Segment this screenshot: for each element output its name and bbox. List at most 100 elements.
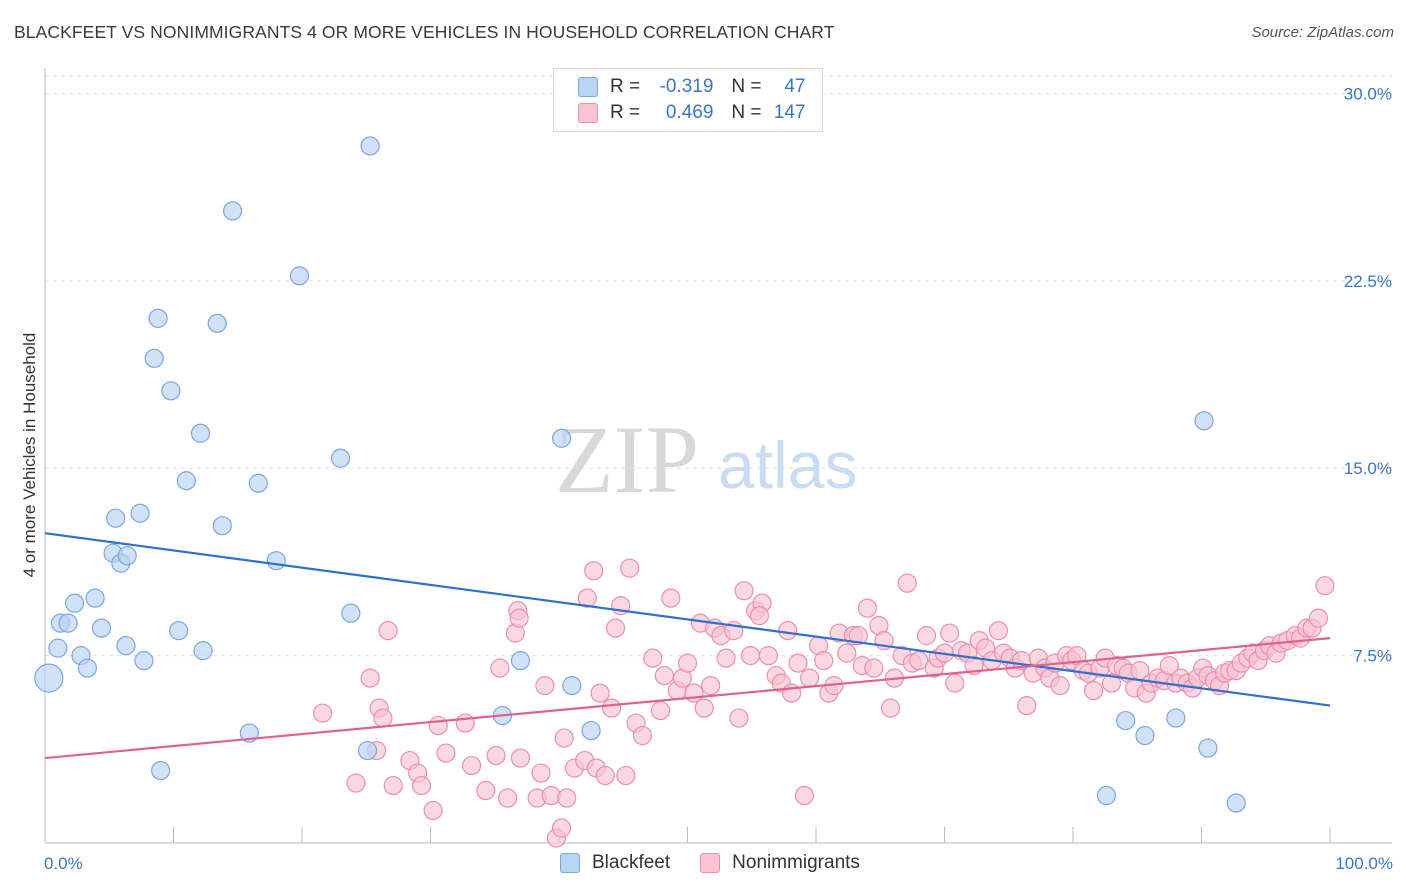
nonimmigrants-point [577,588,597,608]
nonimmigrants-point [729,708,749,728]
nonimmigrants-point [778,621,798,641]
blackfeet-point [1096,785,1117,806]
nonimmigrants-point [476,780,496,801]
nonimmigrants-point [1083,680,1104,701]
nonimmigrants-point [590,683,610,703]
blackfeet-point [91,618,112,638]
blackfeet-point [581,720,601,741]
blackfeet-point [169,621,189,641]
legend-r-value: 0.469 [665,102,714,123]
watermark-zip: ZIP [555,406,699,513]
y-tick-label: 30.0% [1344,84,1392,103]
nonimmigrants-point [620,558,640,578]
nonimmigrants-point [490,658,510,678]
nonimmigrants-point [794,785,815,806]
legend-label-nonimmigrants: Nonimmigrants [732,852,860,873]
blackfeet-point [190,423,211,443]
nonimmigrants-point [880,698,901,718]
nonimmigrants-point [677,653,698,673]
nonimmigrants-point [643,648,663,668]
nonimmigrants-point [360,668,380,688]
nonimmigrants-point [1315,576,1335,596]
nonimmigrants-point [510,748,531,768]
watermark-atlas: atlas [718,428,857,502]
legend-item-nonimmigrants[interactable]: Nonimmigrants [700,852,860,874]
watermark: ZIP atlas [555,406,857,513]
blackfeet-point [212,516,232,536]
blackfeet-point [289,266,310,286]
blackfeet-point [223,201,243,221]
chart-title: BLACKFEET VS NONIMMIGRANTS 4 OR MORE VEH… [14,22,835,42]
nonimmigrants-point [605,618,626,638]
nonimmigrants-point [857,598,878,618]
blackfeet-swatch [560,853,580,873]
blackfeet-point [360,136,380,156]
blackfeet-point [551,428,572,448]
legend-item-blackfeet[interactable]: Blackfeet [560,852,670,874]
blackfeet-point [1194,411,1214,431]
nonimmigrants-point [650,700,671,721]
nonimmigrants-point [378,621,398,641]
gridlines [45,75,1392,657]
blackfeet-point [341,603,361,623]
nonimmigrants-point [909,651,929,671]
nonimmigrants-point [716,648,736,668]
series-legend: Blackfeet Nonimmigrants [560,852,890,874]
nonimmigrants-point [557,788,577,808]
nonimmigrants-point [616,765,636,786]
nonimmigrants-point [346,773,366,793]
nonimmigrants-point [788,653,808,673]
nonimmigrants-point [814,651,834,671]
blackfeet-trend-line [44,532,1331,707]
nonimmigrants-points [312,558,1335,848]
nonimmigrants-point [749,606,770,626]
blackfeet-point [117,546,137,566]
legend-n-value: 47 [784,76,806,97]
blackfeet-point [357,740,378,761]
blackfeet-point [134,651,154,671]
nonimmigrants-point [897,573,917,593]
legend-label-blackfeet: Blackfeet [592,852,671,873]
x-tick-label: 100.0% [1335,854,1393,873]
blackfeet-point [248,473,268,493]
nonimmigrants-point [462,755,482,776]
nonimmigrants-point [848,626,869,646]
nonimmigrants-point [551,818,572,838]
nonimmigrants-point [837,643,857,663]
nonimmigrants-point [864,658,884,678]
legend-r-label: R = [610,102,641,123]
blackfeet-point [161,381,181,401]
nonimmigrants-swatch [578,103,598,123]
nonimmigrants-point [602,698,622,718]
blackfeet-point [1116,710,1136,731]
nonimmigrants-point [455,713,475,733]
nonimmigrants-point [916,626,937,646]
nonimmigrants-point [758,646,779,666]
blackfeet-point [207,313,227,333]
y-tick-label: 22.5% [1344,272,1392,291]
nonimmigrants-point [1017,695,1037,716]
blackfeet-point [116,636,136,656]
nonimmigrants-point [554,728,574,748]
blackfeet-point [562,676,582,696]
legend-row-nonimmigrants: R = 0.469 N = 147 [578,100,806,126]
blackfeet-point [151,760,171,781]
nonimmigrants-point [595,765,615,786]
trend-lines [44,532,1331,760]
x-tick-label: 0.0% [44,854,83,873]
blackfeet-point [148,308,168,328]
tick-labels: 7.5% 15.0% 22.5% 30.0% 0.0% 100.0% [44,84,1393,873]
nonimmigrants-point [383,775,403,796]
nonimmigrants-point [701,676,721,696]
nonimmigrants-point [654,666,674,686]
legend-r-label: R = [610,76,641,97]
legend-row-blackfeet: R = -0.319 N = 47 [578,74,806,100]
nonimmigrants-point [436,743,456,763]
nonimmigrants-point [312,703,333,723]
nonimmigrants-point [1159,656,1179,676]
nonimmigrants-point [661,588,681,608]
blackfeet-point [64,593,85,613]
blackfeet-point [176,471,196,491]
nonimmigrants-point [411,775,432,796]
legend-n-label: N = [731,76,762,97]
